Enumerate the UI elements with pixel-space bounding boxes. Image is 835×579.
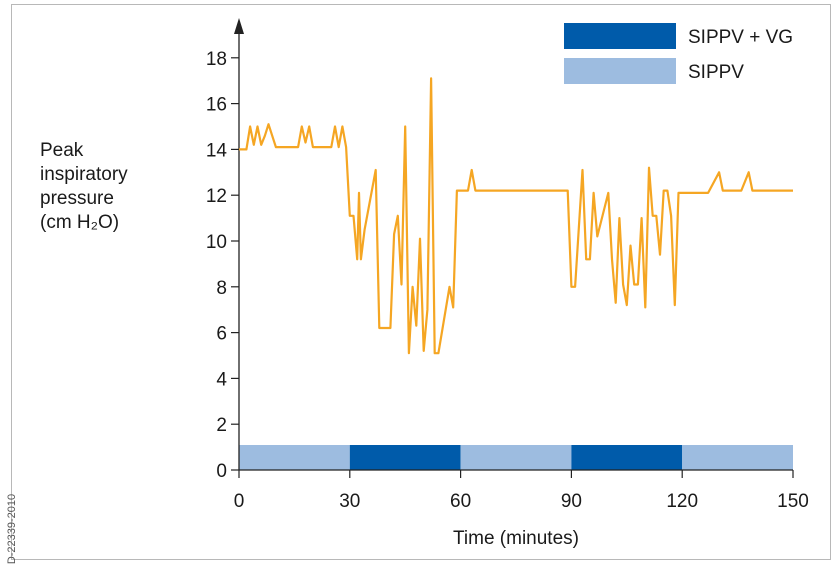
y-axis-label: Peak inspiratory pressure (cm H₂O) xyxy=(40,139,128,235)
legend-label: SIPPV + VG xyxy=(688,27,793,48)
y-axis-label-line: (cm H₂O) xyxy=(40,211,128,235)
x-tick-label: 120 xyxy=(666,491,698,512)
y-axis-arrow xyxy=(234,18,244,34)
x-tick-label: 30 xyxy=(339,491,360,512)
legend-swatch xyxy=(564,23,676,49)
x-tick-label: 60 xyxy=(450,491,471,512)
mode-band xyxy=(571,445,682,470)
mode-bands xyxy=(239,445,793,470)
axes: 0 2 4 6 8 10 12 14 16 18 0 30 60 90 120 150 Time (minute… xyxy=(206,18,809,549)
legend-swatch xyxy=(564,58,676,84)
y-tick-label: 16 xyxy=(206,95,227,116)
y-axis-label-line: Peak xyxy=(40,139,128,163)
y-tick-label: 6 xyxy=(216,324,227,345)
y-tick-label: 10 xyxy=(206,232,227,253)
x-tick-label: 150 xyxy=(777,491,809,512)
y-tick-label: 8 xyxy=(216,278,227,299)
legend: SIPPV + VG SIPPV xyxy=(564,23,793,84)
y-tick-label: 12 xyxy=(206,186,227,207)
image-credit: D-22339-2010 xyxy=(6,479,18,579)
y-tick-label: 14 xyxy=(206,140,228,161)
series-layer xyxy=(239,78,793,353)
y-tick-label: 4 xyxy=(216,369,227,390)
y-axis-label-line: pressure xyxy=(40,187,128,211)
series-line xyxy=(239,78,793,353)
y-tick-label: 0 xyxy=(216,461,227,482)
x-tick-label: 0 xyxy=(234,491,245,512)
x-axis-label: Time (minutes) xyxy=(453,528,579,549)
legend-label: SIPPV xyxy=(688,62,744,83)
y-tick-label: 18 xyxy=(206,49,227,70)
y-tick-label: 2 xyxy=(216,415,227,436)
y-axis-label-line: inspiratory xyxy=(40,163,128,187)
x-tick-label: 90 xyxy=(561,491,582,512)
mode-band xyxy=(682,445,793,470)
pressure-chart: 0 2 4 6 8 10 12 14 16 18 0 30 60 90 120 150 Time (minute… xyxy=(0,0,835,565)
mode-band xyxy=(461,445,572,470)
mode-band xyxy=(350,445,461,470)
mode-band xyxy=(239,445,350,470)
